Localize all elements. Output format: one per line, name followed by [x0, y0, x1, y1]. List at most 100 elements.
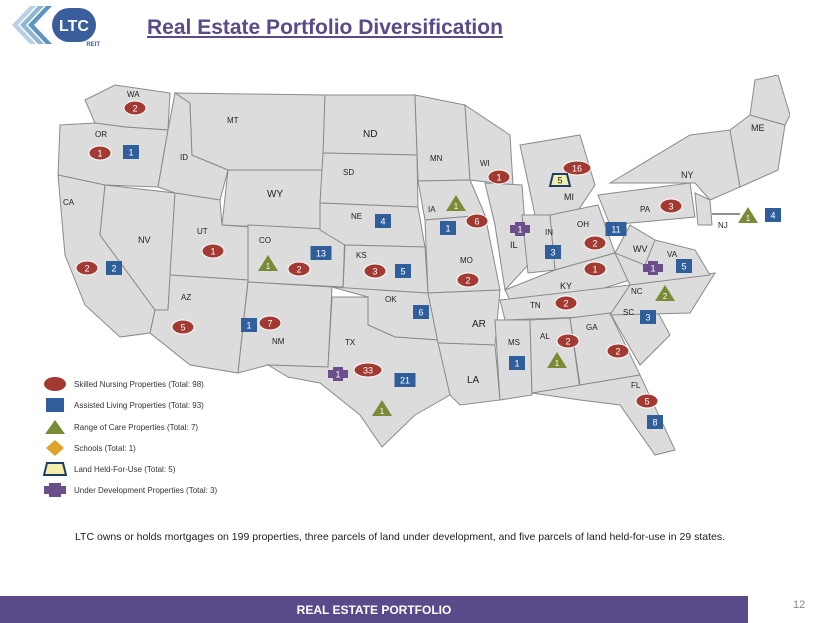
state-ar: [427, 289, 501, 346]
state-labels: WA OR CA NV ID MT WY UT AZ CO NM ND SD N…: [63, 90, 765, 390]
state-la: [437, 342, 501, 406]
marker-roc-tx: 1: [372, 400, 392, 416]
state-in: [521, 214, 556, 274]
marker-count: 13: [316, 249, 326, 259]
land-trapezoid-icon: [42, 459, 68, 479]
marker-snf-ky: 1: [583, 261, 607, 277]
marker-snf-al: 2: [556, 333, 580, 349]
marker-snf-oh: 2: [583, 235, 607, 251]
marker-count: 6: [474, 217, 479, 227]
legend-label: Schools (Total: 1): [74, 443, 136, 453]
label-mn: MN: [430, 154, 443, 163]
label-co: CO: [259, 236, 271, 245]
marker-count: 1: [517, 225, 522, 235]
label-az: AZ: [181, 293, 191, 302]
label-ga: GA: [586, 323, 598, 332]
marker-land-mi: 5: [548, 173, 572, 187]
marker-count: 1: [335, 370, 340, 380]
label-sd: SD: [343, 168, 354, 177]
marker-roc-co: 1: [258, 255, 278, 271]
legend-label: Range of Care Properties (Total: 7): [74, 422, 199, 432]
marker-count: 2: [663, 292, 668, 301]
marker-alf-sc: 3: [640, 310, 656, 324]
school-diamond-icon: [42, 438, 68, 458]
state-il: [484, 182, 529, 292]
marker-count: 2: [565, 337, 570, 347]
label-wi: WI: [480, 159, 490, 168]
label-wv: WV: [633, 244, 648, 254]
marker-count: 3: [668, 202, 673, 212]
state-mn: [414, 94, 471, 182]
marker-snf-az: 5: [171, 319, 195, 335]
portfolio-caption: LTC owns or holds mortgages on 199 prope…: [75, 531, 726, 543]
marker-roc-ia: 1: [446, 195, 466, 211]
label-ok: OK: [385, 295, 397, 304]
marker-roc-va: 1: [738, 207, 758, 223]
roc-triangle-icon: [42, 417, 68, 437]
svg-text:LTC: LTC: [59, 18, 89, 35]
legend-item-under-development: Under Development Properties (Total: 3): [42, 480, 217, 500]
marker-count: 4: [770, 211, 775, 221]
marker-count: 1: [496, 173, 501, 183]
legend-item-skilled-nursing: Skilled Nursing Properties (Total: 98): [42, 374, 204, 394]
state-me: [749, 75, 790, 126]
state-or: [57, 122, 169, 188]
marker-count: 1: [555, 359, 560, 368]
marker-count: 2: [84, 264, 89, 274]
label-nv: NV: [138, 235, 151, 245]
marker-count: 5: [557, 176, 562, 186]
legend-item-land-held: Land Held-For-Use (Total: 5): [42, 459, 175, 479]
marker-alf-co: 13: [310, 246, 332, 260]
label-ny: NY: [681, 170, 694, 180]
marker-count: 1: [592, 265, 597, 275]
marker-count: 16: [572, 164, 582, 174]
marker-count: 5: [180, 323, 185, 333]
marker-count: 1: [650, 264, 655, 274]
label-ia: IA: [428, 205, 436, 214]
label-nj: NJ: [718, 221, 728, 230]
marker-count: 1: [445, 224, 450, 234]
label-nm: NM: [272, 337, 285, 346]
label-or: OR: [95, 130, 107, 139]
marker-count: 1: [514, 359, 519, 369]
marker-snf-tn: 2: [554, 295, 578, 311]
label-mi: MI: [564, 192, 574, 202]
marker-snf-tx: 33: [353, 362, 383, 378]
marker-count: 6: [418, 308, 423, 318]
label-id: ID: [180, 153, 188, 162]
marker-count: 5: [681, 262, 686, 272]
marker-snf-ca: 2: [75, 260, 99, 276]
label-nd: ND: [363, 129, 377, 140]
label-ut: UT: [197, 227, 208, 236]
label-ky: KY: [560, 281, 572, 291]
marker-count: 8: [652, 418, 657, 428]
footer-bar: REAL ESTATE PORTFOLIO: [0, 596, 748, 623]
label-sc: SC: [623, 308, 634, 317]
marker-count: 1: [746, 214, 751, 223]
state-shapes: [57, 75, 790, 456]
label-fl: FL: [631, 381, 641, 390]
marker-count: 3: [645, 313, 650, 323]
marker-snf-nm: 7: [258, 315, 282, 331]
marker-alf-az: 1: [241, 318, 257, 332]
marker-alf-nc: 5: [676, 259, 692, 273]
marker-alf-ia: 1: [440, 221, 456, 235]
state-sd: [319, 152, 419, 208]
marker-count: 1: [128, 148, 133, 158]
label-va: VA: [667, 250, 678, 259]
marker-count: 1: [454, 202, 459, 211]
label-ms: MS: [508, 338, 520, 347]
label-la: LA: [467, 375, 480, 386]
marker-count: 11: [611, 225, 620, 235]
legend-label: Assisted Living Properties (Total: 93): [74, 400, 204, 410]
marker-snf-ia: 6: [465, 213, 489, 229]
marker-snf-fl: 5: [635, 393, 659, 409]
marker-alf-pa: 4: [765, 208, 781, 222]
page-title: Real Estate Portfolio Diversification: [147, 16, 503, 39]
marker-count: 3: [550, 248, 555, 258]
marker-count: 2: [296, 265, 301, 275]
label-ne: NE: [351, 212, 362, 221]
marker-count: 1: [97, 149, 102, 159]
marker-alf-ms: 1: [509, 356, 525, 370]
legend-label: Under Development Properties (Total: 3): [74, 485, 218, 495]
